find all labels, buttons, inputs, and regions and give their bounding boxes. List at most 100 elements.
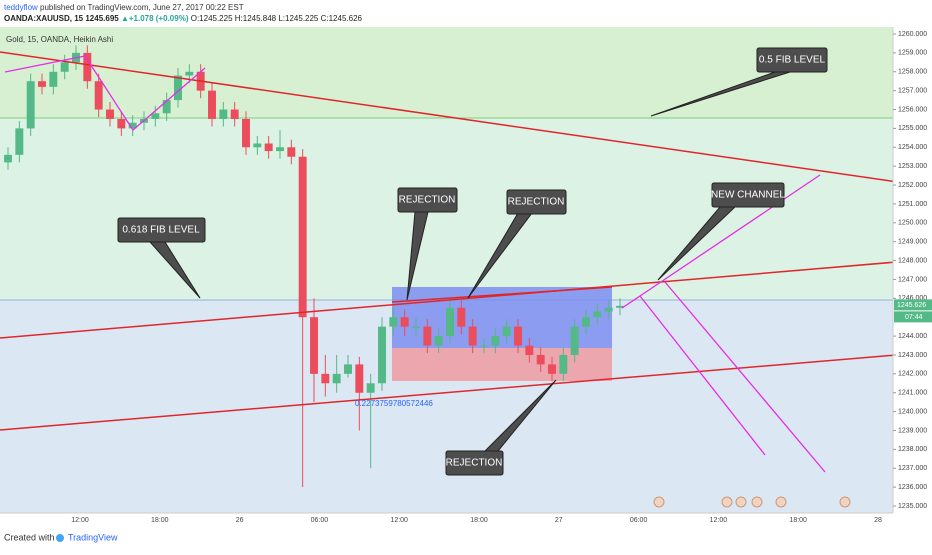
price-label: 1239.000 (898, 427, 927, 434)
price-label: 1236.000 (898, 484, 927, 491)
time-label: 18:00 (470, 517, 488, 524)
candle-body (378, 326, 386, 384)
event-icon (839, 496, 851, 508)
time-label: 18:00 (789, 517, 807, 524)
callout-text: REJECTION (508, 197, 565, 208)
event-icon (775, 496, 787, 508)
header-line: teddyflow published on TradingView.com, … (4, 3, 244, 12)
candle-body (355, 364, 364, 393)
callout-text: REJECTION (446, 458, 503, 469)
callout-text: NEW CHANNEL (711, 190, 785, 201)
candle-body (321, 373, 330, 384)
time-label: 12:00 (390, 517, 408, 524)
price-label: 1257.000 (898, 87, 927, 94)
candle-body (185, 71, 194, 76)
candle-body (94, 81, 103, 110)
callout-text: 0.618 FIB LEVEL (122, 225, 200, 236)
event-icon (721, 496, 733, 508)
price-label: 1259.000 (898, 50, 927, 57)
price-label: 1241.000 (898, 390, 927, 397)
candle-body (332, 373, 341, 384)
candle-body (310, 317, 318, 374)
candle-body (366, 383, 375, 393)
price-label: 1258.000 (898, 69, 927, 76)
symbol-line: OANDA:XAUUSD, 15 1245.695 ▲+1.078 (+0.09… (4, 14, 363, 23)
candle-body (253, 143, 262, 148)
countdown: 07:44 (905, 314, 923, 321)
candle-body (4, 154, 12, 163)
ratio-label: 0.2273759780572446 (355, 399, 433, 408)
price-badge-text: 1245.626 (897, 302, 926, 309)
candle-body (582, 317, 590, 327)
callout (397, 187, 458, 213)
fib-zone (0, 27, 893, 118)
arrows (4, 55, 826, 473)
price-label: 1251.000 (898, 201, 927, 208)
price-axis (893, 27, 932, 513)
time-label: 28 (874, 517, 882, 524)
candle-body (219, 109, 228, 119)
candle-body (604, 307, 613, 312)
price-label: 1247.000 (898, 276, 927, 283)
price-label: 1260.000 (898, 31, 927, 38)
time-label: 12:00 (710, 517, 728, 524)
event-icon (751, 496, 763, 508)
candle-body (276, 147, 284, 152)
candle-body (389, 317, 398, 327)
trend-line (0, 51, 932, 188)
arrow (4, 55, 206, 131)
candle-body (412, 326, 420, 328)
price-label: 1249.000 (898, 239, 927, 246)
candle-body (616, 305, 624, 308)
price-label: 1256.000 (898, 106, 927, 113)
candle-body (502, 326, 511, 337)
price-label: 1244.000 (898, 333, 927, 340)
candle-body (174, 75, 182, 101)
time-label: 12:00 (71, 517, 89, 524)
candle-body (15, 128, 24, 155)
price-label: 1255.000 (898, 125, 927, 132)
author: teddyflow (4, 3, 38, 12)
price-label: 1238.000 (898, 446, 927, 453)
event-icon (735, 496, 747, 508)
candle-body (26, 81, 35, 129)
price-label: 1253.000 (898, 163, 927, 170)
candle-body (446, 307, 454, 337)
candle-body (514, 326, 522, 346)
candle-body (117, 118, 126, 129)
price-badge (894, 299, 932, 311)
candle-body (491, 336, 500, 346)
candle-body (434, 336, 443, 346)
candle-body (162, 100, 171, 114)
arrow (639, 295, 766, 456)
price-label: 1242.000 (898, 371, 927, 378)
candle-body (106, 109, 114, 119)
price-label: 1246.000 (898, 295, 927, 302)
candle-body (298, 156, 307, 318)
legend: Gold, 15, OANDA, Heikin Ashi (6, 35, 113, 44)
time-label: 06:00 (311, 517, 329, 524)
candle-body (570, 326, 579, 355)
callout-text: 0.5 FIB LEVEL (759, 55, 826, 66)
callout (711, 182, 785, 208)
callout (506, 189, 567, 215)
price-label: 1235.000 (898, 503, 927, 510)
candle-body (548, 364, 556, 374)
published: published on TradingView.com, June 27, 2… (40, 3, 244, 12)
candle-body (536, 354, 545, 365)
time-label: 27 (555, 517, 563, 524)
footer-text: Created with (4, 532, 55, 542)
symbol: OANDA:XAUUSD, 15 (4, 14, 84, 23)
candle-body (60, 62, 69, 72)
candle-body (83, 52, 92, 82)
trend-lines (0, 51, 932, 431)
callout (445, 450, 504, 476)
time-label: 06:00 (630, 517, 648, 524)
price-label: 1254.000 (898, 144, 927, 151)
candle-body (525, 345, 534, 355)
candle-body (287, 147, 296, 157)
price-label: 1240.000 (898, 408, 927, 415)
candle-body (457, 307, 466, 327)
candle-body (38, 81, 46, 87)
price-label: 1250.000 (898, 220, 927, 227)
